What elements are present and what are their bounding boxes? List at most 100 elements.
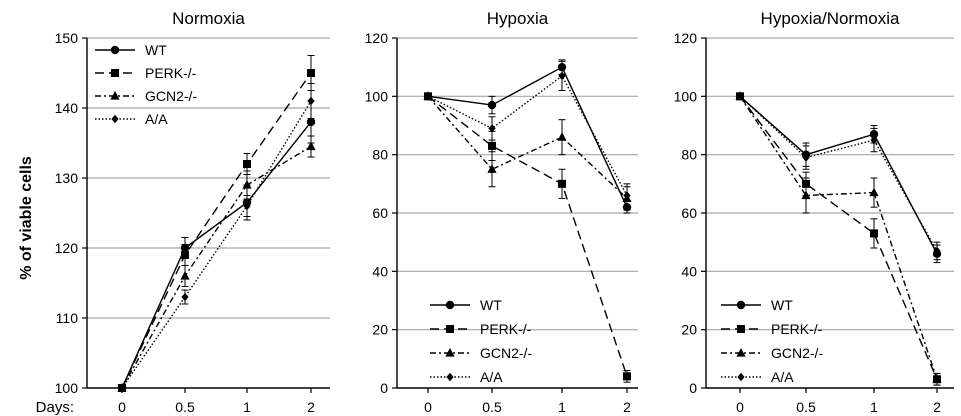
series-line bbox=[121, 72, 312, 389]
data-point bbox=[307, 69, 315, 77]
series-perk bbox=[424, 92, 631, 383]
data-point bbox=[488, 141, 496, 150]
y-tick-label: 0 bbox=[689, 380, 697, 396]
panel-title: Hypoxia bbox=[487, 9, 549, 28]
y-tick-label: 120 bbox=[365, 30, 389, 46]
y-tick-label: 120 bbox=[55, 240, 79, 256]
data-point bbox=[802, 153, 810, 162]
data-point bbox=[243, 160, 251, 168]
series-line bbox=[427, 74, 628, 196]
x-axis-prefix: Days: bbox=[36, 399, 74, 416]
data-point bbox=[307, 96, 315, 106]
legend-marker bbox=[446, 372, 454, 382]
legend-label: PERK-/- bbox=[145, 65, 197, 81]
series-wt bbox=[423, 59, 632, 214]
y-tick-label: 20 bbox=[372, 322, 388, 338]
y-tick-label: 120 bbox=[674, 30, 698, 46]
legend-marker bbox=[446, 325, 454, 333]
data-point bbox=[118, 383, 126, 393]
data-point bbox=[558, 179, 566, 188]
x-tick-label: 0 bbox=[736, 399, 744, 415]
data-point bbox=[487, 100, 497, 110]
panel-hypoxia: 0 20 40 60 80 100 120 0 0.5 1 2 Hypoxia WT PERK-/- GCN… bbox=[365, 9, 638, 415]
data-point bbox=[623, 372, 631, 381]
data-point bbox=[181, 292, 189, 302]
data-point bbox=[736, 92, 744, 101]
y-tick-label: 20 bbox=[681, 322, 697, 338]
x-tick-label: 2 bbox=[623, 399, 631, 415]
legend-label: GCN2-/- bbox=[145, 88, 197, 104]
panel-normoxia: 100 110 120 130 140 150 0 0.5 1 2 Normoxia WT PERK-/… bbox=[55, 9, 330, 415]
y-tick-label: 100 bbox=[365, 88, 389, 104]
series-line bbox=[427, 66, 628, 208]
data-point bbox=[180, 271, 190, 280]
series-line bbox=[427, 95, 628, 377]
legend-label: PERK-/- bbox=[771, 321, 823, 337]
legend-marker bbox=[445, 300, 455, 310]
legend-marker bbox=[445, 348, 455, 357]
series-line bbox=[739, 95, 938, 252]
y-tick-label: 110 bbox=[56, 310, 79, 326]
series-line bbox=[739, 95, 938, 380]
data-point bbox=[869, 187, 879, 197]
series-wt bbox=[117, 100, 316, 393]
series-gcn2 bbox=[117, 135, 316, 392]
legend-label: GCN2-/- bbox=[771, 345, 823, 361]
legend-label: PERK-/- bbox=[480, 321, 532, 337]
legend-label: GCN2-/- bbox=[480, 345, 532, 361]
data-point bbox=[870, 135, 878, 145]
series-line bbox=[121, 100, 312, 389]
series-gcn2 bbox=[735, 91, 942, 386]
y-tick-label: 40 bbox=[681, 263, 697, 279]
legend-marker bbox=[737, 372, 745, 382]
y-axis-label: % of viable cells bbox=[18, 156, 35, 280]
data-point bbox=[557, 132, 567, 141]
series-a-a bbox=[118, 83, 315, 393]
legend-label: A/A bbox=[771, 369, 794, 385]
legend-marker bbox=[736, 300, 746, 310]
series-line bbox=[739, 95, 938, 380]
series-line bbox=[121, 121, 312, 389]
x-tick-label: 0 bbox=[424, 399, 432, 415]
x-tick-label: 1 bbox=[870, 399, 878, 415]
data-point bbox=[242, 180, 252, 189]
y-tick-label: 40 bbox=[372, 263, 388, 279]
legend-marker bbox=[736, 348, 746, 357]
panel-hypoxia-normoxia: 0 20 40 60 80 100 120 0 0.5 1 2 Hypoxia/Normoxia WT P… bbox=[674, 9, 954, 415]
y-tick-label: 60 bbox=[372, 205, 388, 221]
data-point bbox=[487, 164, 497, 173]
x-tick-label: 0 bbox=[118, 399, 126, 415]
series-line bbox=[121, 145, 312, 389]
data-point bbox=[306, 141, 316, 151]
data-point bbox=[933, 246, 941, 256]
legend-label: WT bbox=[771, 297, 793, 313]
legend-marker bbox=[111, 114, 119, 124]
y-tick-label: 100 bbox=[55, 380, 79, 396]
legend-label: A/A bbox=[480, 369, 503, 385]
x-tick-label: 0.5 bbox=[175, 399, 195, 415]
y-tick-label: 150 bbox=[55, 30, 79, 46]
y-tick-label: 140 bbox=[55, 100, 79, 116]
x-tick-label: 0.5 bbox=[796, 399, 816, 415]
legend-marker bbox=[110, 45, 120, 55]
data-point bbox=[424, 92, 432, 101]
legend: WT PERK-/- GCN2-/- A/A bbox=[721, 297, 823, 385]
data-point bbox=[801, 190, 811, 200]
panel-title: Hypoxia/Normoxia bbox=[761, 9, 900, 28]
legend: WT PERK-/- GCN2-/- A/A bbox=[95, 42, 197, 127]
y-tick-label: 80 bbox=[372, 147, 388, 163]
y-tick-label: 100 bbox=[674, 88, 698, 104]
data-point bbox=[181, 251, 189, 259]
panel-title: Normoxia bbox=[172, 9, 245, 28]
series-perk bbox=[736, 92, 941, 386]
legend-marker bbox=[737, 325, 745, 333]
series-perk bbox=[118, 55, 315, 392]
series-line bbox=[739, 95, 938, 255]
data-point bbox=[558, 71, 566, 81]
series-a-a bbox=[736, 92, 941, 261]
legend-label: WT bbox=[145, 42, 167, 58]
data-point bbox=[932, 374, 942, 383]
series-wt bbox=[735, 92, 942, 264]
y-tick-label: 60 bbox=[681, 205, 697, 221]
x-tick-label: 1 bbox=[243, 399, 251, 415]
